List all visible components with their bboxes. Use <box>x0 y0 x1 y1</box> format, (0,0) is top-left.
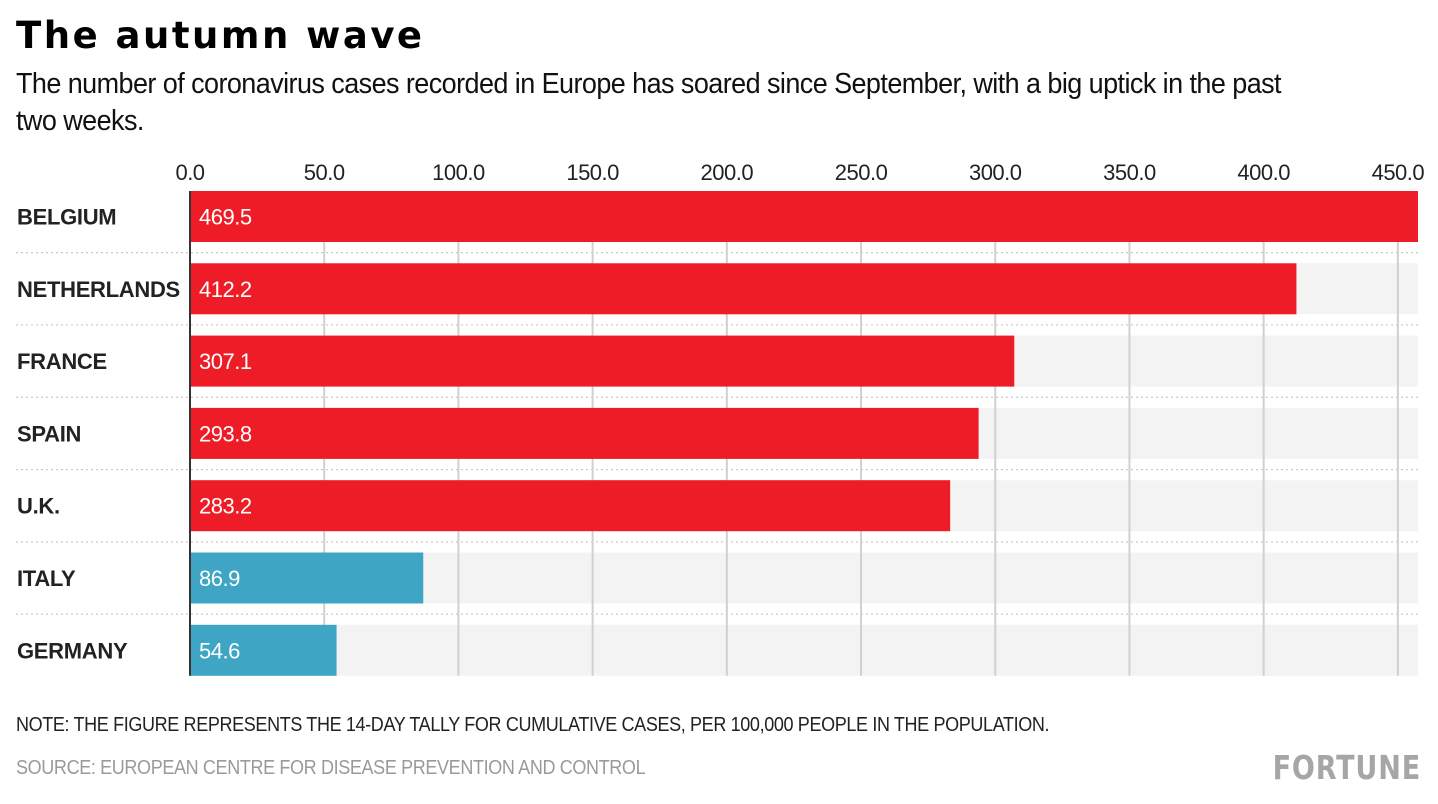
bar <box>190 480 951 532</box>
x-tick-label: 450.0 <box>1372 160 1425 185</box>
value-label: 86.9 <box>199 566 240 591</box>
x-tick-label: 400.0 <box>1237 160 1290 185</box>
fortune-logo: FORTUNE <box>1272 748 1421 787</box>
category-label: SPAIN <box>17 421 81 446</box>
value-label: 293.8 <box>199 421 252 446</box>
category-label: FRANCE <box>17 349 107 374</box>
category-label: U.K. <box>17 494 60 519</box>
value-label: 283.2 <box>199 494 252 519</box>
x-tick-label: 200.0 <box>701 160 754 185</box>
value-label: 412.2 <box>199 277 252 302</box>
value-label: 307.1 <box>199 349 252 374</box>
bar-track <box>190 624 1418 676</box>
footnote: NOTE: THE FIGURE REPRESENTS THE 14-DAY T… <box>16 714 1050 736</box>
category-label: NETHERLANDS <box>17 277 180 302</box>
bars <box>190 191 1418 676</box>
row-separators <box>16 252 1418 615</box>
chart-title: The autumn wave <box>16 14 425 57</box>
x-tick-label: 350.0 <box>1103 160 1156 185</box>
category-label: BELGIUM <box>17 205 116 230</box>
bar <box>190 552 424 604</box>
bar <box>190 624 337 676</box>
source-credit: SOURCE: EUROPEAN CENTRE FOR DISEASE PREV… <box>16 757 646 779</box>
bar <box>190 335 1015 387</box>
x-tick-label: 300.0 <box>969 160 1022 185</box>
x-tick-label: 150.0 <box>566 160 619 185</box>
value-label: 54.6 <box>199 638 240 663</box>
x-tick-label: 50.0 <box>304 160 345 185</box>
bar <box>190 191 1418 242</box>
category-label: ITALY <box>17 566 76 591</box>
value-labels: 469.5 412.2 307.1 293.8 283.2 86.9 54.6 <box>199 205 252 664</box>
x-tick-label: 250.0 <box>835 160 888 185</box>
x-tick-label: 100.0 <box>432 160 485 185</box>
x-tick-label: 0.0 <box>175 160 204 185</box>
chart-subtitle: The number of coronavirus cases recorded… <box>16 68 1282 137</box>
category-labels: BELGIUM NETHERLANDS FRANCE SPAIN U.K. ITALY GE… <box>17 205 180 664</box>
bar <box>190 407 979 459</box>
bar-chart: 0.0 50.0 100.0 150.0 200.0 250.0 300.0 350.0 400… <box>16 160 1425 676</box>
value-label: 469.5 <box>199 205 252 230</box>
category-label: GERMANY <box>17 638 128 663</box>
x-axis-ticks: 0.0 50.0 100.0 150.0 200.0 250.0 300.0 350.0 400… <box>175 160 1424 185</box>
bar <box>190 263 1297 315</box>
